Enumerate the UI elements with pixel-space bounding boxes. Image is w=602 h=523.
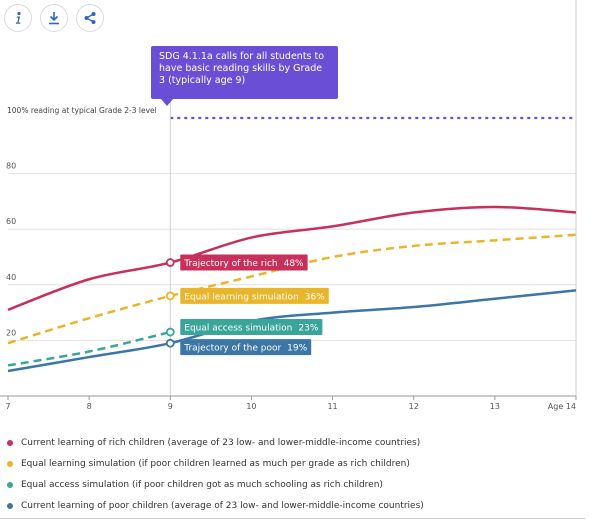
reference-line-label: 100% reading at typical Grade 2-3 level — [7, 106, 157, 115]
info-button[interactable] — [4, 4, 32, 32]
series-line-rich — [7, 205, 577, 311]
annotation-poor: Trajectory of the poor 19% — [180, 339, 312, 356]
x-tick-label: 11 — [327, 402, 337, 411]
y-tick-label: 80 — [6, 162, 16, 171]
series-line-poor — [7, 289, 577, 373]
share-button[interactable] — [76, 4, 104, 32]
annotation-label: Equal access simulation — [184, 324, 292, 334]
data-point-equal-access — [165, 327, 175, 337]
data-point-equal-learning — [165, 291, 175, 301]
annotation-box — [180, 339, 312, 356]
series-line-equal-access — [7, 330, 171, 367]
data-point-rich — [165, 258, 175, 267]
annotation-box — [180, 287, 329, 304]
legend-item-equal-access[interactable]: Equal access simulation (if poor childre… — [7, 474, 424, 495]
toolbar — [4, 4, 104, 32]
divider — [0, 518, 585, 519]
line-chart: 20 40 60 80 100% reading at typical Grade 2-… — [0, 0, 577, 411]
share-icon — [84, 12, 96, 24]
legend-item-equal-learning[interactable]: Equal learning simulation (if poor child… — [7, 453, 424, 474]
x-tick-label: 9 — [168, 402, 173, 411]
legend-item-poor[interactable]: Current learning of poor children (avera… — [7, 495, 424, 516]
annotation-rich: Trajectory of the rich 48% — [180, 254, 308, 271]
x-tick-label: 10 — [246, 402, 256, 411]
annotation-value: 48% — [284, 259, 304, 269]
info-icon — [15, 11, 21, 24]
legend-dot — [7, 481, 13, 488]
annotation-box — [180, 319, 323, 336]
download-icon — [49, 12, 59, 25]
series-line-equal-learning — [7, 233, 577, 345]
legend: Current learning of rich children (avera… — [7, 432, 424, 516]
download-button[interactable] — [40, 4, 68, 32]
y-tick-label: 20 — [6, 328, 16, 337]
annotation-box — [180, 254, 308, 271]
data-point-poor — [165, 338, 175, 348]
legend-label: Current learning of rich children (avera… — [21, 437, 421, 448]
annotation-equal-learning: Equal learning simulation 36% — [180, 287, 329, 304]
x-tick-label: 12 — [409, 402, 419, 411]
legend-dot — [7, 502, 13, 509]
y-tick-label: 40 — [6, 273, 16, 282]
sdg-tooltip: SDG 4.1.1a calls for all students to hav… — [151, 46, 338, 106]
annotation-value: 36% — [305, 292, 325, 302]
legend-dot — [7, 439, 13, 446]
y-tick-label: 60 — [6, 217, 16, 226]
x-tick-label: 7 — [5, 402, 10, 411]
annotation-label: Trajectory of the rich — [183, 259, 277, 269]
legend-dot — [7, 460, 13, 467]
annotation-label: Equal learning simulation — [184, 292, 298, 302]
x-tick-label: 8 — [87, 402, 92, 411]
annotation-value: 19% — [287, 344, 307, 354]
legend-item-rich[interactable]: Current learning of rich children (avera… — [7, 432, 424, 453]
annotation-label: Trajectory of the poor — [183, 344, 281, 354]
x-tick-label: Age 14 — [548, 402, 576, 411]
x-tick-label: 13 — [490, 402, 500, 411]
annotation-equal-access: Equal access simulation 23% — [180, 319, 323, 336]
legend-label: Equal access simulation (if poor childre… — [21, 479, 383, 490]
annotation-value: 23% — [298, 324, 318, 334]
legend-label: Current learning of poor children (avera… — [21, 500, 424, 511]
legend-label: Equal learning simulation (if poor child… — [21, 458, 410, 469]
